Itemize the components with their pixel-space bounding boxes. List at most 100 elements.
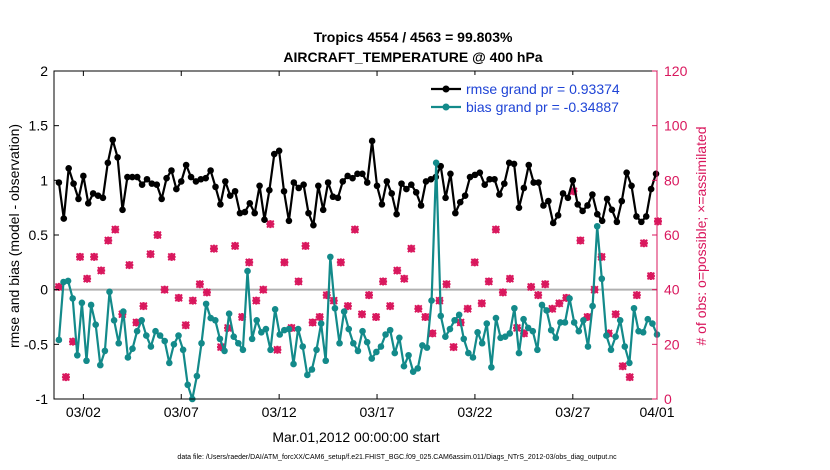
legend-rmse-marker xyxy=(442,85,450,93)
obs-assimilated-point xyxy=(167,252,176,261)
y-tick-label-left: 0.5 xyxy=(29,227,49,243)
obs-assimilated-point xyxy=(414,304,423,313)
bias-point xyxy=(534,346,541,354)
bias-point xyxy=(580,316,587,324)
rmse-point xyxy=(305,209,312,217)
legend-rmse-label: rmse grand pr = 0.93374 xyxy=(466,81,620,97)
bias-point xyxy=(603,332,610,339)
obs-assimilated-point xyxy=(477,299,486,308)
obs-assimilated-point xyxy=(231,241,240,250)
rmse-point xyxy=(241,208,249,216)
bias-point xyxy=(83,357,90,365)
obs-assimilated-point xyxy=(322,291,331,300)
rmse-point xyxy=(266,186,273,194)
chart-subtitle: AIRCRAFT_TEMPERATURE @ 400 hPa xyxy=(283,49,542,65)
obs-assimilated-point xyxy=(343,302,352,311)
obs-assimilated-point xyxy=(188,296,197,305)
obs-assimilated-point xyxy=(259,285,268,294)
bias-point xyxy=(253,316,261,324)
x-tick-label: 04/01 xyxy=(639,404,674,420)
y-tick-label-right: 40 xyxy=(664,282,680,298)
rmse-point xyxy=(368,137,376,145)
obs-assimilated-point xyxy=(181,321,190,330)
bias-point xyxy=(285,325,293,333)
bias-point xyxy=(391,349,399,357)
bias-point xyxy=(639,329,647,336)
bias-point xyxy=(511,304,518,312)
rmse-point xyxy=(486,175,493,183)
rmse-point xyxy=(119,206,126,214)
bias-point xyxy=(575,327,583,335)
rmse-point xyxy=(476,169,484,176)
rmse-point xyxy=(398,180,405,187)
rmse-point xyxy=(133,173,141,181)
series-layer xyxy=(54,136,663,403)
bias-point xyxy=(336,339,343,347)
obs-assimilated-point xyxy=(498,288,507,297)
bias-point xyxy=(262,325,270,333)
bias-point xyxy=(120,308,127,315)
rmse-point xyxy=(256,182,263,190)
obs-assimilated-point xyxy=(484,277,493,286)
rmse-point xyxy=(510,160,518,168)
rmse-point xyxy=(295,184,303,192)
bias-point xyxy=(350,339,357,347)
bias-point xyxy=(616,316,624,324)
bias-point xyxy=(465,349,472,357)
bias-point xyxy=(584,343,592,350)
rmse-point xyxy=(598,217,606,225)
obs-assimilated-point xyxy=(308,318,317,327)
obs-assimilated-point xyxy=(625,373,634,382)
bias-point xyxy=(308,366,316,373)
obs-assimilated-point xyxy=(534,291,543,300)
bias-point xyxy=(202,300,210,308)
rmse-point xyxy=(212,183,219,191)
rmse-point xyxy=(310,221,317,229)
bias-point xyxy=(147,343,155,350)
obs-assimilated-point xyxy=(527,282,536,291)
data-file-footer: data file: /Users/raeder/DAI/ATM_forcXX/… xyxy=(177,454,617,461)
bias-point xyxy=(428,297,435,304)
bias-point xyxy=(469,354,477,361)
bias-point xyxy=(354,347,362,355)
rmse-point xyxy=(363,179,371,186)
rmse-point xyxy=(275,147,283,155)
rmse-point xyxy=(182,161,190,169)
obs-assimilated-point xyxy=(357,310,366,319)
rmse-point xyxy=(535,179,542,186)
rmse-point xyxy=(496,191,503,198)
rmse-point xyxy=(383,178,391,185)
rmse-point xyxy=(442,194,449,202)
bias-point xyxy=(607,346,615,354)
rmse-point xyxy=(613,218,621,226)
bias-point xyxy=(515,349,523,357)
bias-point xyxy=(69,295,76,302)
bias-point xyxy=(129,345,136,353)
y-tick-label-right: 20 xyxy=(664,336,680,352)
obs-assimilated-point xyxy=(569,187,578,196)
rmse-point xyxy=(515,204,523,211)
y-tick-label-right: 120 xyxy=(664,63,688,79)
x-tick-label: 03/12 xyxy=(262,404,297,420)
rmse-point xyxy=(84,199,92,207)
rmse-point xyxy=(60,215,68,222)
obs-assimilated-point xyxy=(125,261,134,270)
obs-assimilated-point xyxy=(104,236,113,245)
bias-point xyxy=(97,361,104,369)
bias-point xyxy=(101,347,109,355)
bias-point xyxy=(193,372,201,380)
obs-assimilated-point xyxy=(364,291,374,300)
obs-assimilated-point xyxy=(470,258,479,267)
rmse-point xyxy=(104,159,112,167)
x-tick-label: 03/22 xyxy=(457,404,492,420)
x-axis-label: Mar.01,2012 00:00:00 start xyxy=(272,429,439,445)
rmse-point xyxy=(324,179,332,186)
obs-assimilated-point xyxy=(520,329,529,338)
rmse-point xyxy=(75,195,82,203)
rmse-point xyxy=(187,173,195,181)
rmse-point xyxy=(642,213,650,220)
bias-point xyxy=(184,381,192,389)
rmse-point xyxy=(373,182,381,190)
obs-assimilated-point xyxy=(195,280,204,289)
